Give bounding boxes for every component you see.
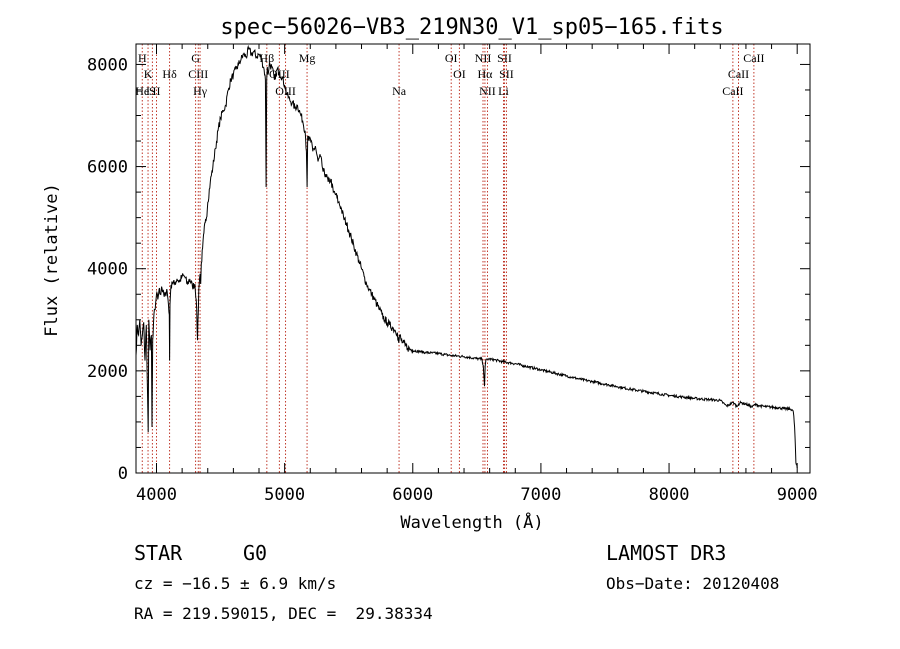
x-tick-label: 5000	[264, 485, 305, 505]
line-label: I	[146, 84, 150, 98]
line-label: SII	[497, 51, 512, 65]
line-label: Li	[498, 84, 509, 98]
line-label: SII	[499, 67, 514, 81]
plot-frame	[135, 43, 811, 474]
line-label: OI	[445, 51, 458, 65]
redshift-velocity: cz = −16.5 ± 6.9 km/s	[134, 574, 336, 593]
x-tick-label: 4000	[136, 485, 177, 505]
line-label: Hγ	[193, 84, 208, 98]
line-label: OIII	[269, 67, 290, 81]
line-label: H	[138, 51, 147, 65]
line-label: NII	[475, 51, 492, 65]
observation-date: Obs−Date: 20120408	[606, 574, 779, 593]
y-tick-label: 2000	[87, 362, 128, 382]
line-label: Hα	[477, 67, 493, 81]
x-axis: 4000 5000 6000 7000 8000 9000	[136, 44, 818, 505]
line-label: CaII	[743, 51, 764, 65]
coordinates: RA = 219.59015, DEC = 29.38334	[134, 604, 433, 623]
x-axis-label: Wavelength (Å)	[400, 511, 543, 533]
line-label: CaII	[722, 84, 743, 98]
y-axis: 0 2000 4000 6000 8000	[87, 55, 810, 484]
line-label: OI	[453, 67, 466, 81]
spectrum-line	[135, 44, 798, 468]
line-label: G	[191, 51, 200, 65]
x-tick-label: 7000	[520, 485, 561, 505]
line-label: Hδ	[162, 67, 177, 81]
line-label: K	[144, 67, 153, 81]
line-label: CIII	[188, 67, 208, 81]
y-tick-label: 6000	[87, 158, 128, 178]
y-tick-label: 0	[118, 464, 128, 484]
spectral-line-markers	[141, 44, 755, 473]
line-label: Hβ	[259, 51, 274, 65]
line-label: Na	[392, 84, 407, 98]
chart-title: spec−56026−VB3_219N30_V1_sp05−165.fits	[220, 15, 723, 40]
x-tick-label: 6000	[392, 485, 433, 505]
object-class: STAR	[134, 541, 183, 565]
y-axis-label: Flux (relative)	[42, 183, 62, 337]
y-tick-label: 8000	[87, 55, 128, 75]
line-label: OIII	[275, 84, 296, 98]
object-subclass: G0	[243, 541, 267, 565]
line-label: S	[149, 84, 156, 98]
x-tick-label: 9000	[777, 485, 818, 505]
line-label: He	[135, 84, 149, 98]
line-label: II	[153, 84, 161, 98]
line-label: CaII	[728, 67, 749, 81]
line-label: Mg	[299, 51, 316, 65]
survey-name: LAMOST DR3	[606, 541, 726, 565]
x-tick-label: 8000	[649, 485, 690, 505]
line-label: NII	[479, 84, 496, 98]
y-tick-label: 4000	[87, 260, 128, 280]
